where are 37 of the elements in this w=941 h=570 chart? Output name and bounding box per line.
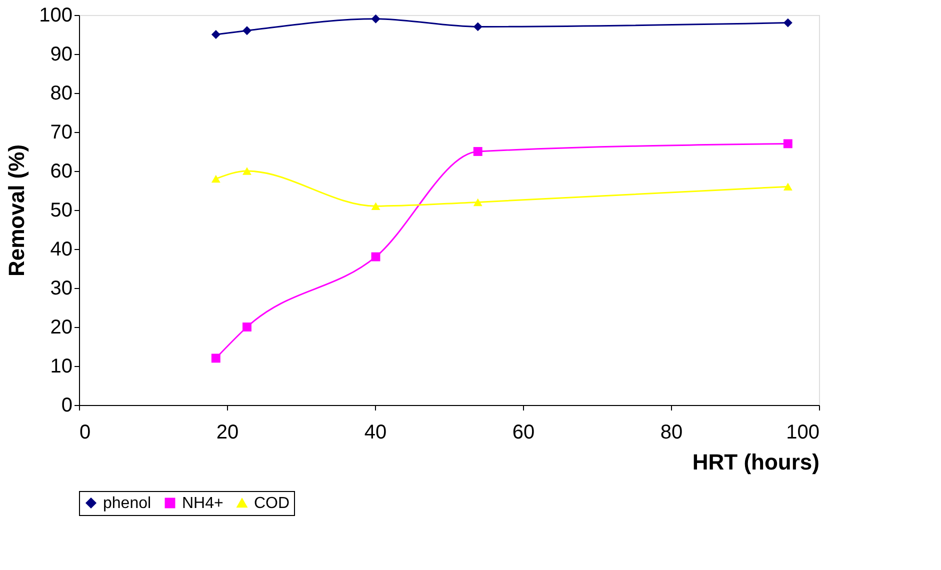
- x-tick-label: 60: [512, 422, 535, 444]
- legend-label: NH4+: [182, 495, 224, 512]
- y-tick-label: 70: [50, 122, 72, 144]
- point: [371, 14, 380, 24]
- point: [211, 354, 220, 363]
- y-tick-label: 40: [50, 238, 72, 260]
- point: [242, 322, 252, 332]
- point: [371, 202, 380, 210]
- y-tick-label: 80: [50, 82, 72, 104]
- point: [371, 252, 380, 262]
- legend-label: phenol: [103, 495, 152, 512]
- y-tick-label: 10: [50, 356, 72, 378]
- y-tick-label: 20: [50, 316, 72, 338]
- x-tick-label: 100: [786, 422, 820, 444]
- point: [783, 139, 792, 148]
- point: [473, 198, 482, 206]
- x-tick-label: 20: [216, 422, 239, 444]
- y-tick-label: 100: [39, 4, 72, 26]
- x-tick-label: 40: [364, 422, 387, 444]
- x-axis-title: HRT (hours): [692, 450, 820, 474]
- point: [211, 174, 220, 183]
- point: [242, 26, 252, 36]
- point: [211, 30, 220, 39]
- point: [242, 167, 252, 175]
- point: [473, 22, 482, 32]
- point: [473, 147, 482, 156]
- legend-label: COD: [254, 495, 290, 512]
- y-tick-label: 90: [50, 44, 72, 66]
- y-tick-label: 50: [50, 200, 72, 222]
- y-tick-label: 60: [50, 160, 72, 182]
- x-tick-label: 0: [80, 422, 91, 444]
- x-tick-label: 80: [660, 422, 683, 444]
- point: [783, 182, 792, 190]
- point: [783, 18, 792, 28]
- y-tick-label: 30: [50, 278, 72, 300]
- y-axis-title: Removal (%): [4, 144, 30, 277]
- y-tick-label: 0: [61, 394, 72, 416]
